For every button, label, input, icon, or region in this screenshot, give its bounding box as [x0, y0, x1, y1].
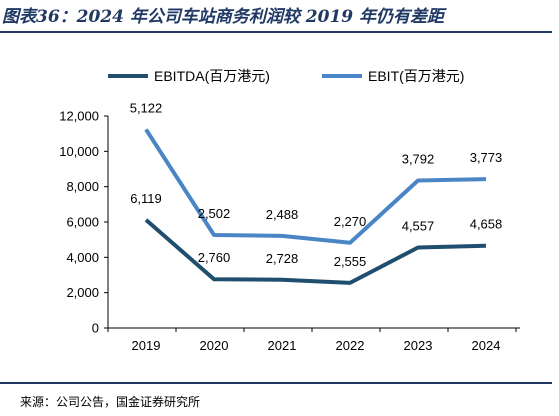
legend-ebitda-label: EBITDA(百万港元): [154, 68, 270, 84]
ebit-data-label: 3,773: [470, 150, 503, 165]
y-tick-label: 0: [92, 321, 99, 336]
footer-divider: [0, 382, 552, 384]
ebitda-data-label: 4,658: [470, 217, 503, 232]
ebitda-data-label: 2,555: [334, 254, 367, 269]
x-tick-label: 2020: [200, 338, 229, 353]
ebitda-data-label: 2,760: [198, 250, 231, 265]
ebitda-data-label: 2,728: [266, 251, 299, 266]
x-tick-label: 2023: [404, 338, 433, 353]
source-note: 来源：公司公告，国金证券研究所: [20, 395, 201, 409]
ebit-line: [144, 128, 487, 245]
y-tick-label: 8,000: [66, 179, 99, 194]
y-tick-label: 12,000: [59, 109, 99, 124]
ebitda-data-label: 4,557: [402, 218, 435, 233]
figure-title: 图表36：2024 年公司车站商务利润较 2019 年仍有差距: [2, 7, 445, 27]
legend-ebit-label: EBIT(百万港元): [368, 68, 464, 84]
ebit-data-label: 3,792: [402, 152, 435, 167]
ebit-data-label: 2,488: [266, 207, 299, 222]
x-tick-label: 2022: [336, 338, 365, 353]
title-divider: [0, 31, 552, 33]
ebit-data-label: 2,270: [334, 214, 367, 229]
x-tick-label: 2021: [268, 338, 297, 353]
y-tick-label: 6,000: [66, 215, 99, 230]
x-tick-label: 2024: [472, 338, 501, 353]
ebit-data-label: 2,502: [198, 206, 231, 221]
ebitda-data-label: 6,119: [130, 191, 162, 206]
y-tick-label: 2,000: [66, 285, 99, 300]
x-tick-label: 2019: [132, 338, 161, 353]
ebitda-line: [144, 218, 487, 285]
ebit-data-label: 5,122: [130, 100, 163, 115]
y-tick-label: 10,000: [59, 144, 99, 159]
y-tick-label: 4,000: [66, 250, 99, 265]
